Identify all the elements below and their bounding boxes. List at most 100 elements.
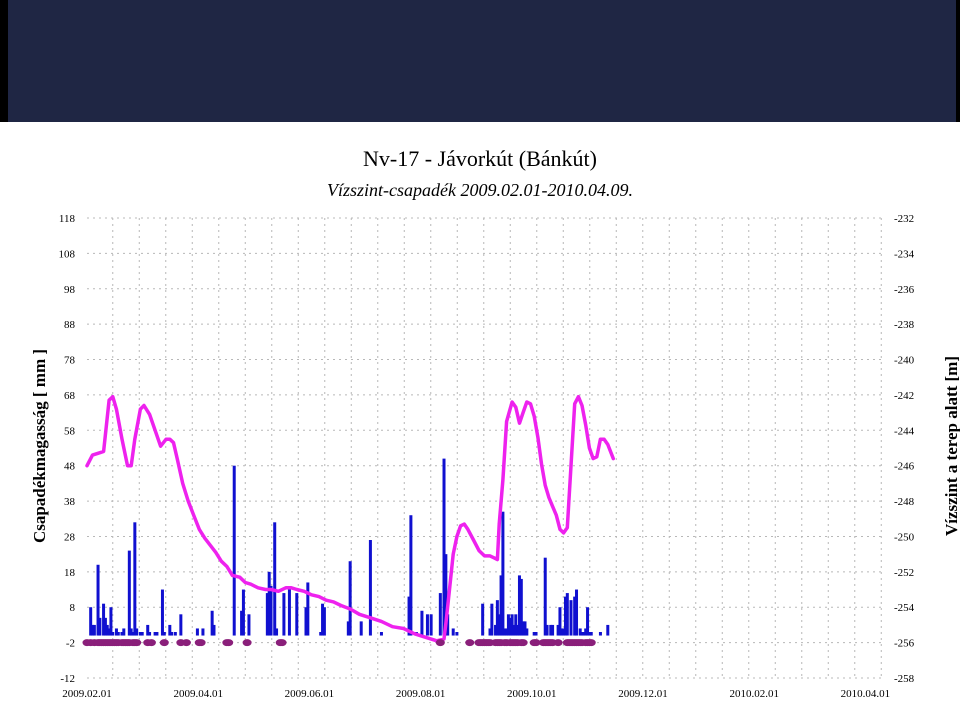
x-tick-label: 2010.02.01 [729,688,779,700]
precipitation-bar [519,578,523,636]
precipitation-bar [523,621,527,636]
precipitation-bar [173,632,177,636]
precipitation-bar [584,628,588,636]
precipitation-bar [569,600,573,636]
precipitation-bar [578,628,582,636]
precipitation-bar [517,575,521,636]
precipitation-bar [116,632,120,636]
precipitation-bar [138,632,142,636]
y-right-tick-label: -248 [894,496,915,508]
precipitation-bar [232,465,236,636]
y-left-tick-label: 98 [64,284,76,296]
precipitation-bar [455,632,459,636]
precipitation-bar [179,614,183,636]
x-tick-label: 2010.04.01 [841,688,891,700]
precipitation-bar [575,589,579,636]
precipitation-bar [589,632,593,636]
y-left-tick-label: 108 [59,248,76,260]
y-left-tick-label: 28 [64,531,76,543]
precipitation-bar [319,632,323,636]
x-tick-label: 2009.06.01 [285,688,335,700]
precipitation-bar [92,624,96,636]
precipitation-bar [425,614,429,636]
precipitation-bar [146,624,150,636]
x-tick-label: 2009.02.01 [62,688,112,700]
precipitation-bar [275,628,279,636]
level-marker [224,639,234,647]
level-marker [159,639,169,647]
precipitation-bar [497,614,501,636]
x-tick-label: 2009.04.01 [173,688,223,700]
level-marker [181,639,191,647]
precipitation-bar [573,596,577,636]
precipitation-bar [506,614,510,636]
grid [87,217,882,679]
precipitation-bar [160,589,164,636]
precipitation-bar [295,593,299,636]
precipitation-bar [201,628,205,636]
level-marker [465,639,475,647]
precipitation-bar [510,614,514,636]
precipitation-bar [127,550,131,636]
precipitation-bar [532,632,536,636]
level-marker [518,639,528,647]
precipitation-bar [120,632,124,636]
precipitation-bar [133,522,137,636]
precipitation-bar [494,624,498,636]
precipitation-bar [109,607,113,636]
precipitation-bar [438,593,442,636]
precipitation-bar [563,596,567,636]
precipitation-bar [501,511,505,636]
precipitation-bar [368,540,372,636]
precipitation-bar [135,628,139,636]
level-marker [146,639,156,647]
precipitation-bar [322,607,326,636]
precipitation-bar [269,586,273,636]
precipitation-bar [89,607,93,636]
precipitation-bar [556,624,560,636]
precipitation-bar [287,589,291,636]
precipitation-bar [562,628,566,636]
y-right-tick-label: -234 [894,248,915,260]
level-marker [553,639,563,647]
precipitation-bar [153,632,157,636]
chart-subtitle: Vízszint-csapadék 2009.02.01-2010.04.09. [327,180,633,200]
y-right-tick-label: -250 [894,531,915,543]
y-right-tick-label: -254 [894,602,915,614]
precipitation-bar [306,582,310,636]
precipitation-bar [247,614,251,636]
precipitation-bar [195,628,199,636]
y-right-tick-label: -236 [894,284,915,296]
precipitation-bar [304,607,308,636]
water-level-line [85,394,616,643]
precipitation-bar [558,607,562,636]
precipitation-bar [606,624,610,636]
precipitation-bar [490,603,494,636]
precipitation-bar [551,624,555,636]
precipitation-bar [240,610,244,636]
y-right-tick-label: -240 [894,355,915,367]
precipitation-bar [429,614,433,636]
precipitation-bar [505,628,509,636]
level-marker [132,639,142,647]
precipitation-bar [495,600,499,636]
precipitation-bar [267,571,271,636]
y-right-tick-label: -246 [894,461,915,473]
water-level-series [85,394,616,643]
y-left-tick-label: 78 [64,355,76,367]
precipitation-bar [162,632,166,636]
precipitation-bar [549,624,553,636]
level-markers [82,639,596,647]
precipitation-bar [407,596,411,636]
precipitation-bar [446,614,450,636]
precipitation-bar [379,632,383,636]
precipitation-bar [560,628,564,636]
top-band [0,0,960,122]
level-marker [531,639,541,647]
precipitation-bar [587,632,591,636]
precipitation-bar [488,628,492,636]
level-marker [242,639,252,647]
precipitation-bar [444,554,448,636]
precipitation-bar [586,607,590,636]
precipitation-bar [346,621,350,636]
